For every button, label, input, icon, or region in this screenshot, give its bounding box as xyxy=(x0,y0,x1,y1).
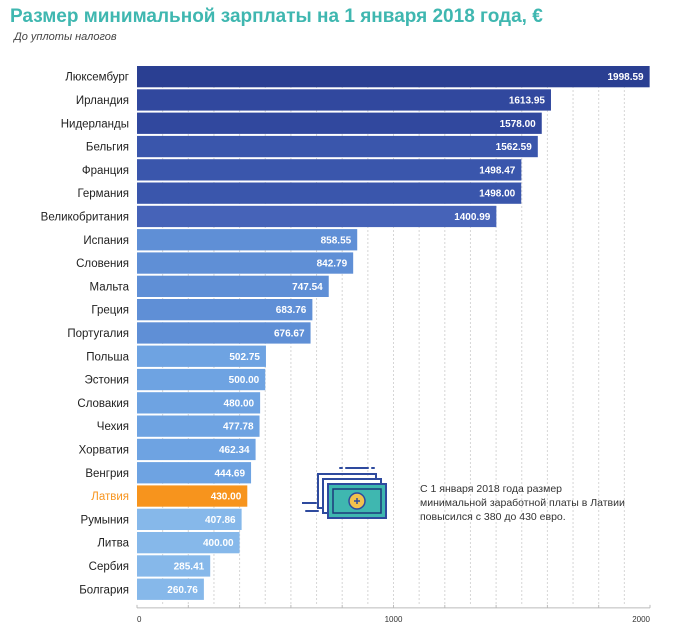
category-label: Венгрия xyxy=(85,468,129,480)
value-label: 285.41 xyxy=(174,561,205,572)
value-label: 462.34 xyxy=(219,445,250,456)
category-label: Словения xyxy=(76,258,129,270)
category-label: Эстония xyxy=(84,375,129,387)
category-label: Ирландия xyxy=(76,95,129,107)
bar xyxy=(137,159,522,181)
category-label: Великобритания xyxy=(41,211,129,223)
category-label: Люксембург xyxy=(65,72,129,84)
category-label: Мальта xyxy=(90,281,130,293)
value-label: 502.75 xyxy=(229,352,260,363)
bar xyxy=(137,252,354,274)
category-label: Литва xyxy=(97,538,129,550)
bar xyxy=(137,392,261,414)
category-label: Хорватия xyxy=(79,444,129,456)
category-label: Германия xyxy=(77,188,129,200)
value-label: 444.69 xyxy=(214,468,245,479)
value-label: 1613.95 xyxy=(509,95,546,106)
bar xyxy=(137,578,204,600)
money-banknote-icon xyxy=(302,467,387,519)
chart-title: Размер минимальной зарплаты на 1 января … xyxy=(10,6,543,27)
value-label: 1400.99 xyxy=(454,212,491,223)
category-label: Сербия xyxy=(89,561,129,573)
value-label: 1562.59 xyxy=(496,142,533,153)
category-label: Латвия xyxy=(91,491,129,503)
value-label: 676.67 xyxy=(274,328,305,339)
bar xyxy=(137,135,538,158)
bar xyxy=(137,299,313,321)
bar xyxy=(137,112,542,134)
bar xyxy=(137,415,260,437)
value-label: 400.00 xyxy=(203,538,234,549)
value-label: 480.00 xyxy=(224,398,255,409)
category-label: Греция xyxy=(91,305,129,317)
category-label: Франция xyxy=(82,165,129,177)
bar xyxy=(137,485,248,507)
value-label: 747.54 xyxy=(292,282,323,293)
bar xyxy=(137,345,266,367)
bar xyxy=(137,275,329,297)
category-label: Нидерланды xyxy=(61,118,129,130)
bar xyxy=(137,555,211,577)
x-tick-label: 2000 xyxy=(632,615,650,623)
bar xyxy=(137,368,266,391)
bar xyxy=(137,89,551,111)
bar xyxy=(137,66,650,88)
value-label: 477.78 xyxy=(223,422,254,433)
category-label: Болгария xyxy=(79,584,129,596)
x-tick-label: 1000 xyxy=(385,615,403,623)
bar xyxy=(137,438,256,461)
bar xyxy=(137,532,240,554)
value-label: 1578.00 xyxy=(500,119,537,130)
category-label: Румыния xyxy=(81,514,129,526)
value-label: 430.00 xyxy=(211,492,242,503)
category-label: Польша xyxy=(86,351,129,363)
bar xyxy=(137,205,497,228)
value-label: 407.86 xyxy=(205,515,236,526)
category-label: Бельгия xyxy=(86,142,129,154)
value-label: 1498.00 xyxy=(479,189,516,200)
bar xyxy=(137,462,252,484)
latvia-annotation: С 1 января 2018 года размер минимальной … xyxy=(420,483,625,523)
bar xyxy=(137,508,242,530)
category-label: Словакия xyxy=(77,398,129,410)
value-label: 260.76 xyxy=(167,585,198,596)
category-label: Испания xyxy=(83,235,129,247)
value-label: 858.55 xyxy=(321,235,352,246)
category-label: Чехия xyxy=(97,421,129,433)
x-tick-label: 0 xyxy=(137,615,142,623)
value-label: 842.79 xyxy=(317,259,348,270)
chart-subtitle: До уплоты налогов xyxy=(14,31,117,43)
bar xyxy=(137,322,311,344)
value-label: 500.00 xyxy=(229,375,260,386)
bar xyxy=(137,229,358,251)
value-label: 1498.47 xyxy=(479,165,516,176)
value-label: 1998.59 xyxy=(607,72,644,83)
value-label: 683.76 xyxy=(276,305,307,316)
category-label: Португалия xyxy=(67,328,129,340)
bar xyxy=(137,182,522,204)
